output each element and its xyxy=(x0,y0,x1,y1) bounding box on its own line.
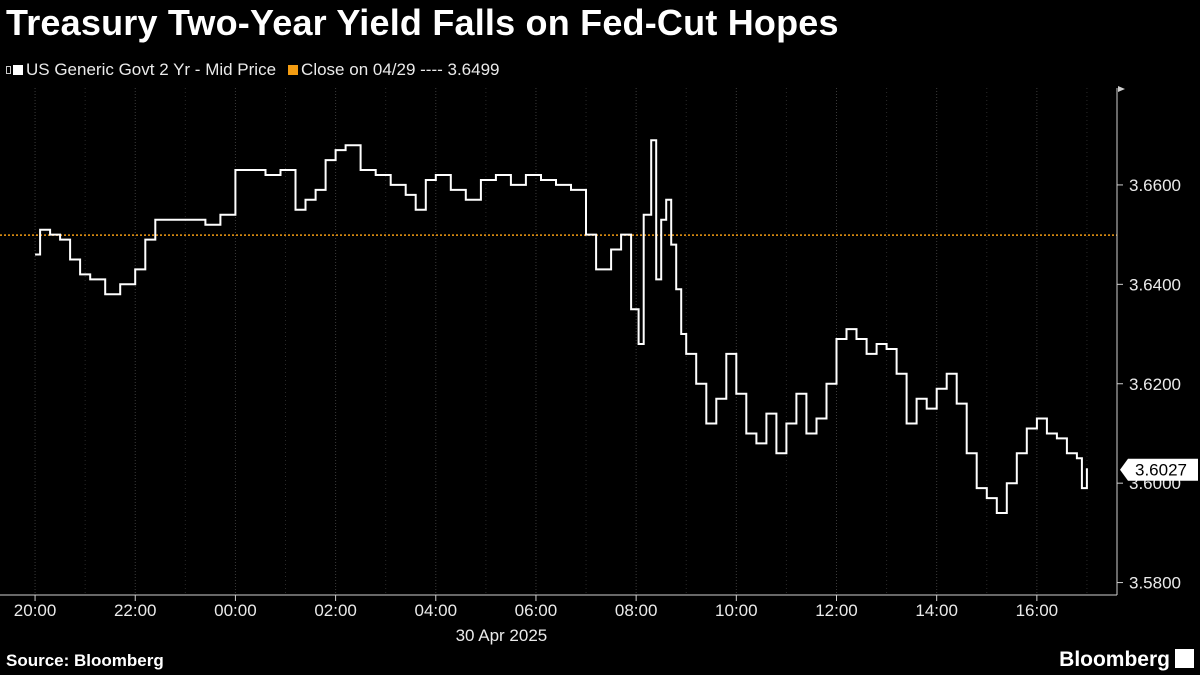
y-tick-label-2: 3.6200 xyxy=(1129,375,1181,394)
x-axis: 20:00 22:00 00:00 02:00 04:00 06:00 08:00 10:00… xyxy=(0,594,1117,645)
x-tick-label-1: 22:00 xyxy=(114,601,157,620)
legend-series-label: US Generic Govt 2 Yr - Mid Price xyxy=(26,60,277,79)
legend-close-item: Close on 04/29 ---- 3.6499 xyxy=(288,60,500,80)
bloomberg-chart-icon xyxy=(1175,649,1194,668)
x-tick-label-10: 16:00 xyxy=(1016,601,1059,620)
last-value-label: 3.6027 xyxy=(1135,461,1187,480)
x-tick-label-7: 10:00 xyxy=(715,601,758,620)
y-tick-label-3: 3.6400 xyxy=(1129,275,1181,294)
legend-line-marker-icon xyxy=(6,66,11,74)
x-tick-label-4: 04:00 xyxy=(415,601,458,620)
grid xyxy=(34,88,1088,595)
x-tick-label-9: 14:00 xyxy=(915,601,958,620)
x-tick-label-5: 06:00 xyxy=(515,601,558,620)
last-value-marker: 3.6027 xyxy=(1120,458,1198,481)
y-axis-arrow-icon xyxy=(1118,86,1125,92)
x-tick-label-3: 02:00 xyxy=(314,601,357,620)
x-tick-label-8: 12:00 xyxy=(815,601,858,620)
legend: US Generic Govt 2 Yr - Mid Price Close o… xyxy=(6,60,512,80)
x-date-label: 30 Apr 2025 xyxy=(456,626,548,645)
x-tick-label-6: 08:00 xyxy=(615,601,658,620)
legend-orange-swatch-icon xyxy=(288,65,299,75)
legend-series-item: US Generic Govt 2 Yr - Mid Price xyxy=(6,60,276,80)
legend-white-swatch-icon xyxy=(13,65,23,75)
bloomberg-logo: Bloomberg xyxy=(1059,648,1170,671)
chart-title: Treasury Two-Year Yield Falls on Fed-Cut… xyxy=(6,2,839,43)
x-tick-label-2: 00:00 xyxy=(214,601,257,620)
x-tick-label-0: 20:00 xyxy=(14,601,57,620)
y-tick-label-4: 3.6600 xyxy=(1129,176,1181,195)
source-note: Source: Bloomberg xyxy=(6,651,164,670)
legend-close-label: Close on 04/29 ---- 3.6499 xyxy=(301,60,500,79)
last-value-badge xyxy=(1120,458,1198,481)
series-line-2yr-yield xyxy=(35,139,1088,514)
y-tick-label-0: 3.5800 xyxy=(1129,574,1181,593)
